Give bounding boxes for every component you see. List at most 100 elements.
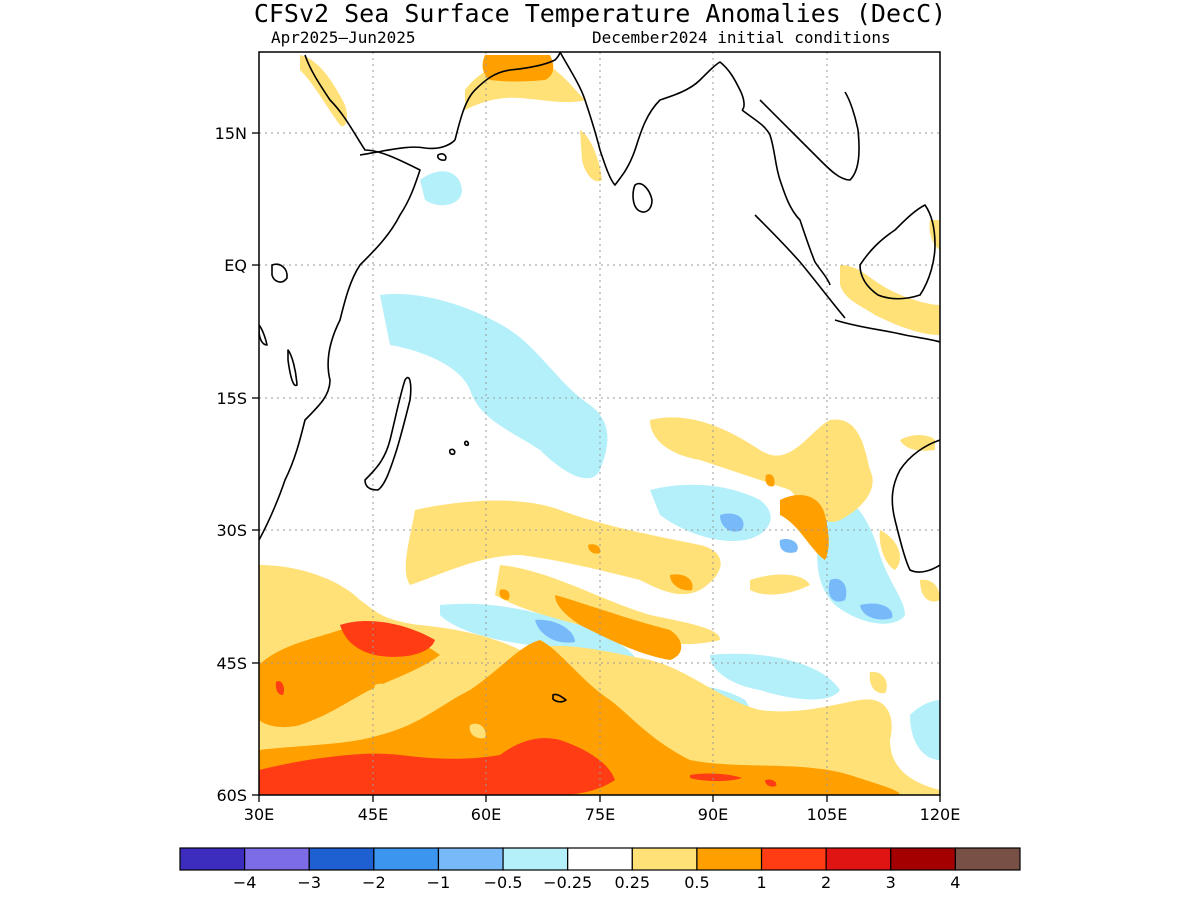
lon-label: 30E: [244, 805, 274, 824]
anomaly-patch: [869, 671, 887, 694]
colorbar-swatch: [567, 847, 633, 871]
coastline-arabia-east: [454, 52, 561, 141]
colorbar-swatch: [244, 847, 310, 871]
coastline-india: [559, 52, 745, 186]
colorbar-label: −1: [427, 873, 451, 892]
anomaly-patch: [765, 474, 775, 487]
coastline-island-mauritius: [448, 448, 456, 456]
anomaly-patch: [420, 171, 462, 206]
lon-label: 45E: [358, 805, 388, 824]
colorbar-label: −0.5: [484, 873, 523, 892]
colorbar-label: 0.5: [684, 873, 709, 892]
colorbar-label: 3: [886, 873, 896, 892]
anomaly-patch: [588, 544, 601, 554]
colorbar-labels: −4 −3 −2 −1 −0.5 −0.25 0.25 0.5 1 2 3 4: [233, 873, 961, 892]
anomaly-patch: [482, 55, 554, 82]
anomaly-patch: [670, 574, 693, 591]
colorbar-swatch: [631, 847, 698, 871]
anomaly-patch: [469, 723, 486, 739]
anomaly-patch: [779, 539, 798, 553]
colorbar-swatch: [373, 847, 440, 871]
colorbar-label: −4: [233, 873, 257, 892]
anomaly-patch: [555, 595, 682, 660]
anomaly-patch: [650, 417, 873, 523]
coastline-africa-arabia: [259, 54, 421, 541]
colorbar-label: −0.25: [543, 873, 592, 892]
axis-ticks: [252, 132, 941, 802]
anomaly-patch: [650, 484, 771, 541]
colorbar-swatch: [954, 847, 1021, 871]
colorbar-swatch: [760, 847, 827, 871]
colorbar-label: 4: [950, 873, 960, 892]
anomaly-shading: [259, 55, 940, 795]
anomaly-patch: [690, 773, 742, 781]
coastline-lake-malawi: [287, 349, 298, 387]
anomaly-patch: [499, 589, 510, 600]
anomaly-patch: [374, 683, 392, 701]
lon-label: 120E: [920, 805, 961, 824]
coastline-socotra: [437, 153, 447, 161]
anomaly-patch: [580, 130, 602, 182]
colorbar-label: 2: [821, 873, 831, 892]
anomaly-patch: [828, 578, 847, 602]
forecast-period: Apr2025–Jun2025: [271, 28, 416, 47]
coastline-lake-tanganyika: [259, 324, 268, 346]
anomaly-patch: [535, 619, 575, 643]
lon-label: 105E: [807, 805, 848, 824]
map-title: CFSv2 Sea Surface Temperature Anomalies …: [253, 0, 947, 28]
coastline-madagascar: [364, 376, 412, 491]
coastline-sri-lanka: [632, 182, 653, 213]
latitude-labels: 15N EQ 15S 30S 45S 60S: [215, 124, 247, 805]
lon-label: 60E: [471, 805, 501, 824]
lat-label: 60S: [216, 786, 247, 805]
coastline-arabia-south: [359, 139, 456, 156]
anomaly-patch: [259, 640, 900, 795]
coastline-borneo: [859, 204, 936, 300]
longitude-labels: 30E 45E 60E 75E 90E 105E 120E: [244, 805, 961, 824]
anomaly-patch: [920, 579, 940, 602]
coastline-sumatra: [754, 214, 846, 319]
coastline-burma-malay: [741, 109, 831, 286]
colorbar: [179, 847, 1021, 871]
colorbar-swatch: [437, 847, 504, 871]
colorbar-label: −3: [297, 873, 321, 892]
anomaly-patch: [720, 513, 744, 532]
colorbar-label: −2: [362, 873, 386, 892]
lat-label: EQ: [224, 256, 247, 275]
colorbar-swatch: [179, 847, 246, 871]
lat-label: 30S: [216, 521, 247, 540]
coastline-island-reunion: [463, 440, 470, 447]
lon-label: 75E: [585, 805, 615, 824]
coastline-java: [834, 319, 940, 343]
coastline-indochina: [759, 91, 860, 181]
anomaly-patch: [900, 435, 935, 451]
anomaly-patch: [879, 530, 900, 570]
anomaly-patch: [259, 738, 615, 795]
anomaly-patch: [750, 574, 810, 595]
anomaly-patch: [860, 603, 893, 620]
coastline-island-kerguelen: [552, 693, 567, 703]
colorbar-swatch: [825, 847, 892, 871]
anomaly-patch: [710, 653, 840, 700]
gridlines: [259, 52, 940, 795]
coastline-australia: [891, 439, 940, 573]
anomaly-patch: [910, 700, 940, 760]
colorbar-swatch: [890, 847, 956, 871]
lat-label: 15N: [215, 124, 247, 143]
lon-label: 90E: [698, 805, 728, 824]
anomaly-patch: [495, 565, 720, 645]
lat-label: 45S: [216, 654, 247, 673]
colorbar-swatch: [308, 847, 375, 871]
anomaly-patch: [380, 294, 608, 479]
anomaly-patch: [340, 620, 435, 657]
colorbar-label: 0.25: [614, 873, 650, 892]
lat-label: 15S: [216, 389, 247, 408]
colorbar-swatch: [502, 847, 569, 871]
anomaly-patch: [405, 500, 721, 595]
coastlines: [259, 52, 940, 703]
colorbar-label: 1: [756, 873, 766, 892]
initial-conditions: December2024 initial conditions: [592, 28, 891, 47]
colorbar-swatch: [696, 847, 763, 871]
coastline-lake-victoria: [271, 263, 288, 283]
